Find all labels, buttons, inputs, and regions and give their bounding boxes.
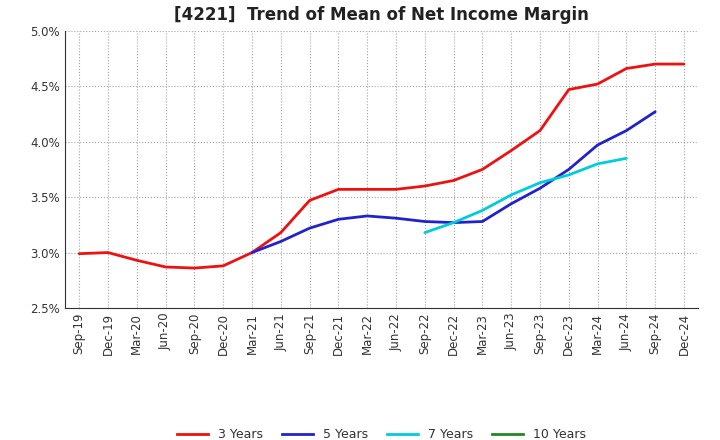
3 Years: [680, 62, 688, 67]
3 Years: [248, 250, 256, 255]
3 Years: [132, 258, 141, 263]
3 Years: [219, 263, 228, 268]
3 Years: [651, 62, 660, 67]
7 Years: [449, 220, 458, 225]
3 Years: [507, 148, 516, 153]
7 Years: [420, 230, 429, 235]
7 Years: [622, 156, 631, 161]
3 Years: [478, 167, 487, 172]
5 Years: [248, 250, 256, 255]
Line: 5 Years: 5 Years: [252, 112, 655, 253]
5 Years: [449, 220, 458, 225]
7 Years: [564, 172, 573, 178]
3 Years: [564, 87, 573, 92]
5 Years: [651, 109, 660, 114]
Line: 3 Years: 3 Years: [79, 64, 684, 268]
5 Years: [392, 216, 400, 221]
5 Years: [564, 167, 573, 172]
3 Years: [420, 183, 429, 189]
Title: [4221]  Trend of Mean of Net Income Margin: [4221] Trend of Mean of Net Income Margi…: [174, 6, 589, 24]
5 Years: [593, 143, 602, 148]
3 Years: [161, 264, 170, 270]
Line: 7 Years: 7 Years: [425, 158, 626, 233]
3 Years: [536, 128, 544, 133]
3 Years: [593, 81, 602, 87]
7 Years: [536, 180, 544, 185]
3 Years: [104, 250, 112, 255]
7 Years: [507, 192, 516, 198]
3 Years: [363, 187, 372, 192]
5 Years: [305, 226, 314, 231]
Legend: 3 Years, 5 Years, 7 Years, 10 Years: 3 Years, 5 Years, 7 Years, 10 Years: [172, 423, 591, 440]
7 Years: [478, 208, 487, 213]
5 Years: [478, 219, 487, 224]
5 Years: [420, 219, 429, 224]
5 Years: [363, 213, 372, 219]
3 Years: [449, 178, 458, 183]
3 Years: [276, 230, 285, 235]
3 Years: [75, 251, 84, 257]
3 Years: [392, 187, 400, 192]
3 Years: [305, 198, 314, 203]
5 Years: [536, 186, 544, 191]
5 Years: [622, 128, 631, 133]
3 Years: [622, 66, 631, 71]
5 Years: [276, 239, 285, 244]
5 Years: [507, 201, 516, 206]
7 Years: [593, 161, 602, 166]
5 Years: [334, 216, 343, 222]
3 Years: [334, 187, 343, 192]
3 Years: [190, 265, 199, 271]
